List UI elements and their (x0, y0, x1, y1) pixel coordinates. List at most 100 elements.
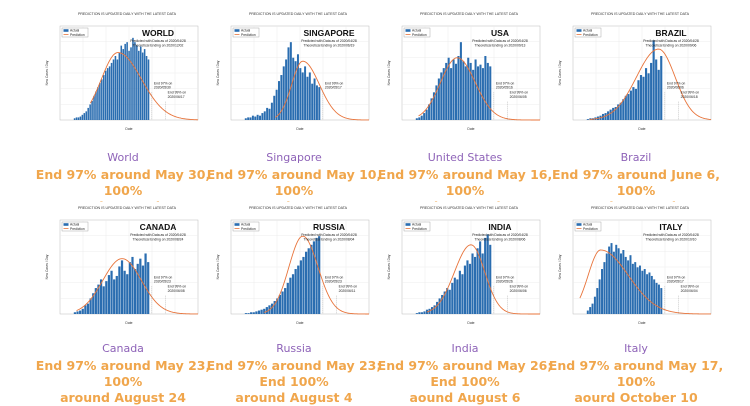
actual-bar (120, 260, 124, 314)
actual-bar (312, 241, 316, 314)
actual-bar (454, 63, 458, 120)
actual-bar (423, 113, 426, 120)
country-label: Canada (102, 342, 144, 355)
chart-title: BRAZIL (655, 28, 686, 38)
actual-bar (642, 76, 645, 120)
ending-caption: End 97% around May 17, 100% aourd October… (541, 358, 731, 406)
actual-bar (94, 288, 97, 314)
annotation-label: End 97% on (496, 81, 515, 85)
actual-bar (107, 275, 111, 314)
annotation-label: 2020/05/17 (667, 279, 684, 283)
actual-bar (313, 78, 316, 120)
chart-info-line: Predicted with Data as of 2020/04/28 (472, 39, 528, 43)
country-label: United States (427, 151, 503, 164)
chart-svg: PREDICTION IS UPDATED DAILY WITH THE LAT… (387, 12, 541, 131)
actual-bar (278, 81, 280, 120)
actual-bar (99, 82, 101, 120)
annotation-label: End 97% on (154, 81, 173, 85)
legend-actual-swatch (234, 223, 240, 226)
actual-bar (415, 313, 418, 314)
actual-bar (128, 262, 131, 314)
legend-label: Prediction (583, 33, 598, 37)
actual-bar (641, 270, 644, 314)
chart-header: PREDICTION IS UPDATED DAILY WITH THE LAT… (420, 206, 519, 210)
x-axis-label: Date (125, 321, 132, 325)
actual-bar (114, 56, 117, 120)
actual-bar (136, 45, 138, 121)
actual-bar (315, 237, 318, 314)
country-label: Brazil (620, 151, 652, 164)
x-axis-label: Date (296, 321, 303, 325)
actual-bar (629, 90, 632, 120)
actual-bar (660, 288, 663, 314)
actual-bar (430, 307, 434, 314)
country-label: India (451, 342, 479, 355)
country-label: Italy (624, 342, 648, 355)
prediction-line (76, 258, 199, 315)
actual-bar (652, 40, 655, 120)
actual-bar (486, 234, 489, 314)
actual-bar (464, 66, 467, 120)
chart-header: PREDICTION IS UPDATED DAILY WITH THE LAT… (420, 12, 519, 16)
legend-label: Prediction (70, 227, 85, 231)
actual-bar (289, 42, 292, 120)
actual-bar (622, 99, 625, 120)
actual-bar (453, 277, 456, 314)
annotation-label: End 99% on (325, 81, 344, 85)
actual-bar (430, 98, 433, 120)
actual-bar (147, 262, 150, 314)
prediction-chart: PREDICTION IS UPDATED DAILY WITH THE LAT… (38, 202, 208, 330)
actual-bar (92, 293, 95, 314)
actual-bar (450, 68, 453, 120)
actual-bar (284, 288, 287, 314)
actual-bar (610, 243, 613, 314)
actual-bar (471, 253, 474, 314)
actual-bar (302, 256, 305, 314)
actual-bar (457, 56, 460, 120)
actual-bar (73, 312, 77, 314)
actual-bar (468, 263, 472, 314)
legend-label: Actual (70, 223, 79, 227)
actual-bar (270, 102, 273, 120)
actual-bar (438, 298, 441, 314)
chart-svg: PREDICTION IS UPDATED DAILY WITH THE LAT… (216, 206, 370, 325)
chart-title: CANADA (140, 222, 177, 232)
chart-info-line: Theoretical Ending on 2020/06/19 (304, 44, 355, 48)
actual-bar (629, 255, 632, 314)
actual-bar (141, 265, 145, 314)
actual-bar (476, 248, 479, 314)
actual-bar (624, 95, 627, 120)
actual-bar (648, 272, 651, 314)
actual-bar (83, 113, 86, 120)
actual-bar (486, 62, 489, 120)
actual-bar (425, 109, 428, 120)
actual-bar (91, 100, 93, 120)
actual-bar (144, 253, 147, 314)
chart-info-line: Theoretical Ending on 2020/08/06 (475, 238, 526, 242)
actual-bar (97, 284, 100, 314)
actual-bar (437, 78, 440, 120)
legend-actual-swatch (63, 29, 69, 32)
actual-bar (458, 270, 461, 314)
actual-bar (481, 68, 484, 120)
actual-bar (637, 80, 640, 120)
actual-bar (93, 95, 95, 120)
actual-bar (308, 72, 311, 120)
actual-bar (101, 79, 103, 120)
actual-bar (120, 45, 123, 121)
actual-bar (134, 42, 136, 120)
actual-bar (102, 286, 105, 314)
actual-bar (484, 56, 487, 120)
actual-bar (104, 70, 107, 120)
chart-info-line: Theoretical Ending on 2020/10/10 (646, 238, 697, 242)
actual-bar (477, 66, 480, 120)
chart-svg: PREDICTION IS UPDATED DAILY WITH THE LAT… (558, 12, 712, 131)
actual-bar (608, 246, 611, 314)
y-axis-label: New Cases / Day (387, 254, 391, 279)
chart-info-line: Predicted with Data as of 2020/04/28 (472, 233, 528, 237)
actual-bar (442, 68, 445, 120)
caption-line: End 97% around May 23; End 100% (206, 358, 382, 389)
x-axis-label: Date (638, 127, 645, 131)
